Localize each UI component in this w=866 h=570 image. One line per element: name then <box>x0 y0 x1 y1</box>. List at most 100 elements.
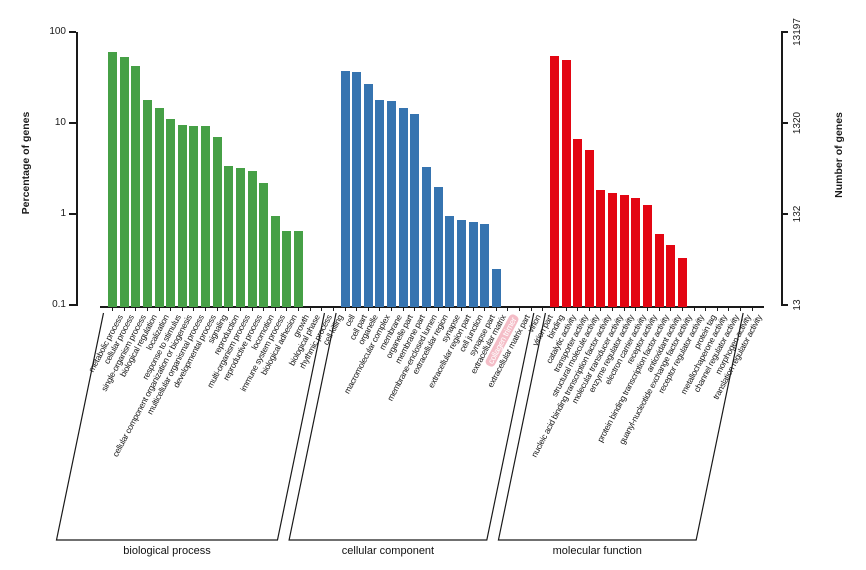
x-tick <box>391 307 393 311</box>
x-tick <box>740 307 742 311</box>
bar-locomotion <box>259 182 269 307</box>
x-tick <box>705 307 707 311</box>
x-tick <box>344 307 346 311</box>
x-tick <box>193 307 195 311</box>
bar-synapse-part <box>480 223 490 307</box>
bar-organelle-part <box>398 108 408 307</box>
x-tick <box>681 307 683 311</box>
x-tick <box>600 307 602 311</box>
y-tick-label-left: 0.1 <box>52 299 66 310</box>
category-label-biological-process: biological process <box>123 545 211 557</box>
bar-enzyme-regulator-activity <box>619 195 629 307</box>
x-tick <box>635 307 637 311</box>
bar-nucleic-acid-binding-transcription-factor-activity <box>596 189 606 307</box>
x-tick <box>205 307 207 311</box>
bar-single-organism-process <box>131 66 141 307</box>
x-tick <box>112 307 113 311</box>
bar-membrane-enclosed-lumen <box>422 166 431 307</box>
x-tick <box>751 307 753 311</box>
category-label-molecular-function: molecular function <box>552 545 642 557</box>
x-tick <box>588 307 590 311</box>
y-tick-left <box>69 213 76 215</box>
bar-multi-organism-process <box>235 168 245 307</box>
bar-synapse <box>445 216 455 307</box>
bar-response-to-stimulus <box>166 119 176 307</box>
x-tick <box>332 307 334 311</box>
x-tick <box>519 307 521 311</box>
x-tick <box>239 307 241 311</box>
x-tick <box>495 307 497 311</box>
x-tick <box>449 307 451 311</box>
x-tick <box>251 307 253 311</box>
y-tick-left <box>69 122 76 124</box>
x-tick <box>274 307 276 311</box>
bar-structural-molecule-activity <box>584 149 594 307</box>
x-tick <box>728 307 730 311</box>
x-axis-line <box>100 306 764 308</box>
x-tick <box>658 307 660 311</box>
bar-cellular-component-organization-or-biogenesis <box>177 124 187 307</box>
x-tick <box>542 307 544 311</box>
bar-binding <box>549 56 559 307</box>
bar-developmental-process <box>201 126 211 307</box>
bar-extracellular-region <box>433 186 443 307</box>
x-tick <box>612 307 614 311</box>
x-tick <box>146 307 148 311</box>
bar-growth <box>294 231 304 307</box>
bar-extracellular-region-part <box>456 220 466 307</box>
bar-metabolic-process <box>108 51 117 307</box>
x-tick <box>414 307 416 311</box>
x-tick <box>716 307 718 311</box>
y-tick-right <box>781 31 788 33</box>
category-label-cellular-component: cellular component <box>341 545 435 557</box>
x-tick <box>135 307 137 311</box>
bar-cell-junction <box>468 221 478 307</box>
bar-antioxidant-activity <box>666 244 676 307</box>
y-tick-right <box>781 304 788 306</box>
bar-macromolecular-complex <box>375 99 385 307</box>
bracket-molecular-function <box>497 312 744 541</box>
y-tick-right <box>781 213 788 215</box>
bar-guanyl-nucleotide-exchange-factor-activity <box>677 257 687 307</box>
x-tick <box>426 307 427 311</box>
bracket-cellular-component <box>288 312 535 541</box>
bar-membrane <box>387 100 397 307</box>
x-tick <box>402 307 404 311</box>
bar-reproductive-process <box>247 170 257 307</box>
y-tick-left <box>69 304 76 306</box>
x-tick <box>158 307 160 311</box>
bar-transporter-activity <box>573 139 583 307</box>
x-tick <box>263 307 265 311</box>
x-tick <box>472 307 474 311</box>
x-tick <box>437 307 439 311</box>
y-tick-label-left: 1 <box>60 208 66 219</box>
bar-extracellular-matrix <box>491 268 501 307</box>
x-tick <box>216 307 218 311</box>
bar-biological-regulation <box>142 99 152 307</box>
x-tick <box>507 307 509 311</box>
y-tick-label-left: 100 <box>49 26 66 37</box>
y-tick-left <box>69 31 76 33</box>
x-tick <box>228 307 230 311</box>
x-tick <box>181 307 183 311</box>
x-tick <box>646 307 648 311</box>
x-tick <box>460 307 462 311</box>
bar-cell <box>340 71 350 307</box>
y-tick-label-left: 10 <box>54 117 66 128</box>
bar-localization <box>154 108 164 307</box>
y-axis-right-line <box>781 32 783 306</box>
x-tick <box>565 307 567 311</box>
bar-electron-carrier-activity <box>631 197 641 307</box>
bar-immune-system-process <box>270 216 280 307</box>
x-tick <box>623 307 625 311</box>
bar-receptor-activity <box>642 205 652 307</box>
x-tick <box>321 307 323 311</box>
bar-reproduction <box>224 165 234 307</box>
x-tick <box>309 307 311 311</box>
x-tick <box>356 307 358 311</box>
y-axis-left-line <box>76 32 78 306</box>
x-tick <box>379 307 381 311</box>
bar-membrane-part <box>410 114 420 307</box>
